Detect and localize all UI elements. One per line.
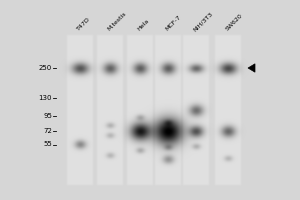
Text: 250: 250 [39,65,52,71]
Text: T47D: T47D [76,17,92,32]
Text: Hela: Hela [136,18,150,32]
Text: NIH/3T3: NIH/3T3 [193,11,214,32]
Text: SW620: SW620 [224,13,243,32]
Text: M.testis: M.testis [106,11,127,32]
Text: MCF-7: MCF-7 [164,15,182,32]
Text: 130: 130 [38,95,52,101]
Text: 72: 72 [43,128,52,134]
Text: 55: 55 [43,142,52,148]
Polygon shape [248,64,255,72]
Text: 95: 95 [43,113,52,119]
